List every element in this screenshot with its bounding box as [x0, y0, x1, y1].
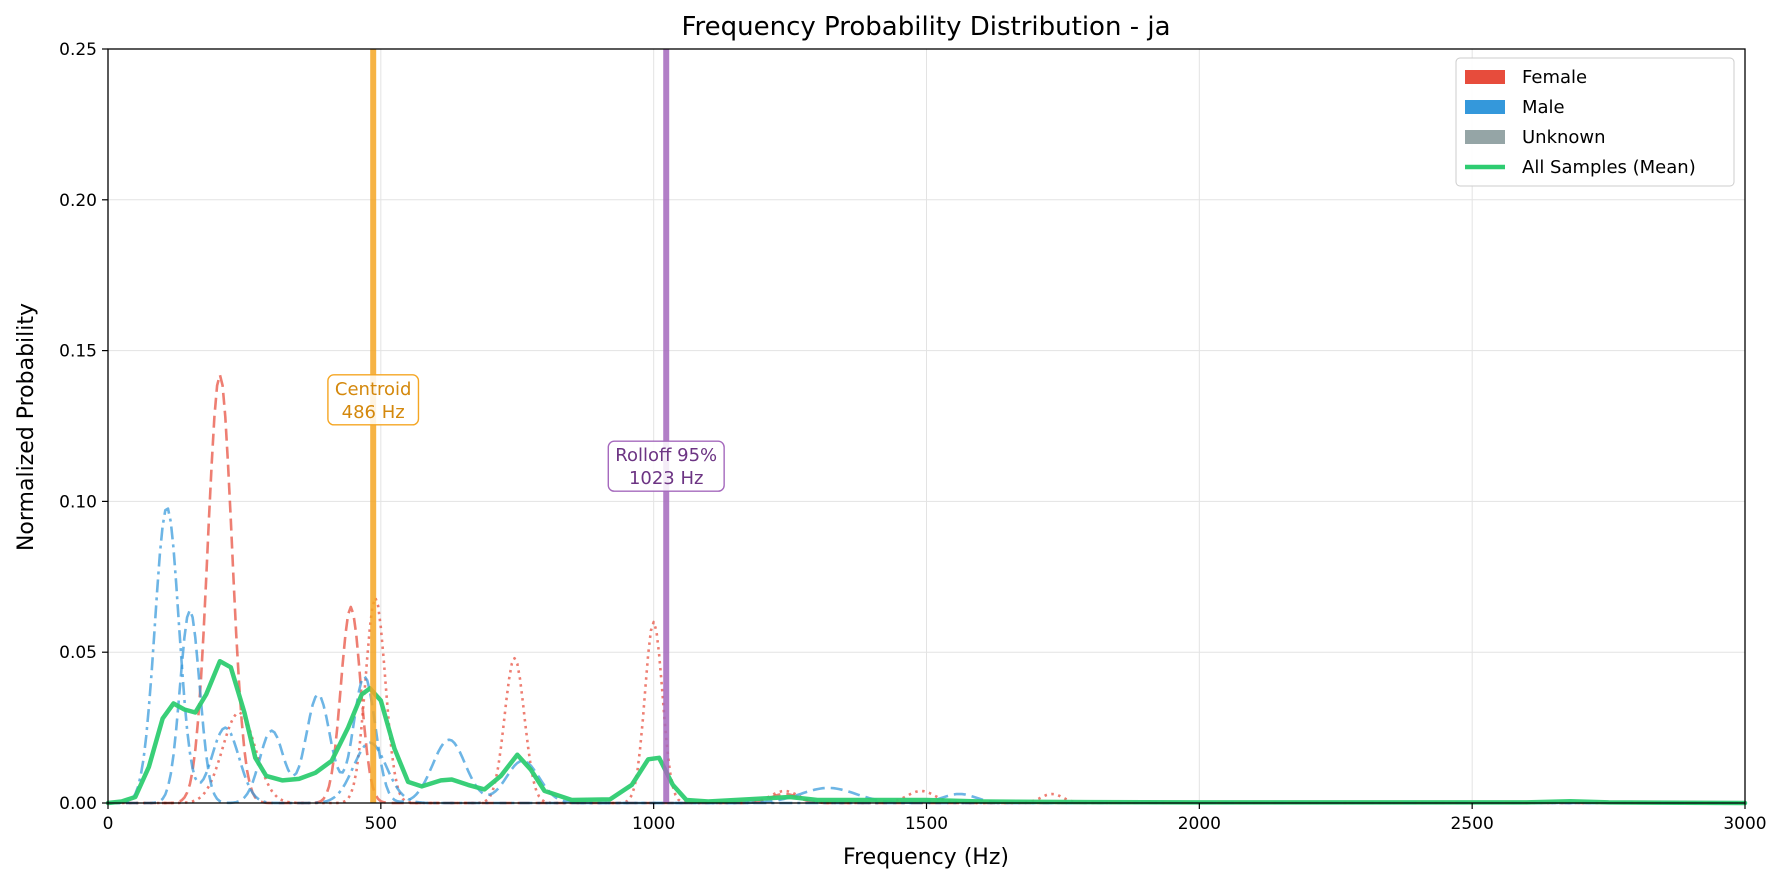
- legend-label: Female: [1522, 67, 1587, 88]
- legend-swatch-1: [1465, 100, 1505, 114]
- legend-swatch-0: [1465, 70, 1505, 84]
- x-tick-label: 2000: [1178, 814, 1221, 834]
- annotation-title: Centroid: [335, 379, 412, 400]
- legend-swatch-2: [1465, 130, 1505, 144]
- x-tick-label: 3000: [1723, 814, 1766, 834]
- x-tick-label: 0: [103, 814, 114, 834]
- vline-annotation-1: Rolloff 95%1023 Hz: [607, 440, 725, 492]
- x-axis-label: Frequency (Hz): [843, 845, 1009, 870]
- annotation-box: [607, 440, 725, 492]
- x-tick-label: 1500: [905, 814, 948, 834]
- annotation-title: Rolloff 95%: [615, 445, 717, 466]
- x-tick-label: 1000: [632, 814, 675, 834]
- y-tick-label: 0.05: [59, 643, 97, 663]
- legend-label: Male: [1522, 97, 1565, 118]
- y-tick-label: 0.20: [59, 191, 97, 211]
- annotation-value: 486 Hz: [342, 402, 405, 423]
- series-line-mean-4: [105, 658, 1748, 806]
- legend-label: All Samples (Mean): [1522, 157, 1696, 178]
- x-tick-label: 2500: [1451, 814, 1494, 834]
- y-axis-ticks: 0.00 0.05 0.10 0.15 0.20 0.25: [59, 40, 108, 814]
- x-axis-ticks: 0 500 1000 1500 2000 2500 3000: [103, 803, 1767, 834]
- y-axis-label: Normalized Probability: [14, 303, 39, 551]
- legend-frame: [1455, 57, 1735, 187]
- chart-title: Frequency Probability Distribution - ja: [681, 12, 1170, 42]
- y-tick-label: 0.25: [59, 40, 97, 60]
- y-tick-label: 0.10: [59, 492, 97, 512]
- x-tick-label: 500: [365, 814, 397, 834]
- legend-label: Unknown: [1522, 127, 1606, 148]
- y-tick-label: 0.15: [59, 342, 97, 362]
- annotation-value: 1023 Hz: [629, 468, 704, 489]
- annotation-box: [327, 374, 420, 426]
- legend: Female Male Unknown All Samples (Mean): [1455, 57, 1735, 187]
- y-tick-label: 0.00: [59, 794, 97, 814]
